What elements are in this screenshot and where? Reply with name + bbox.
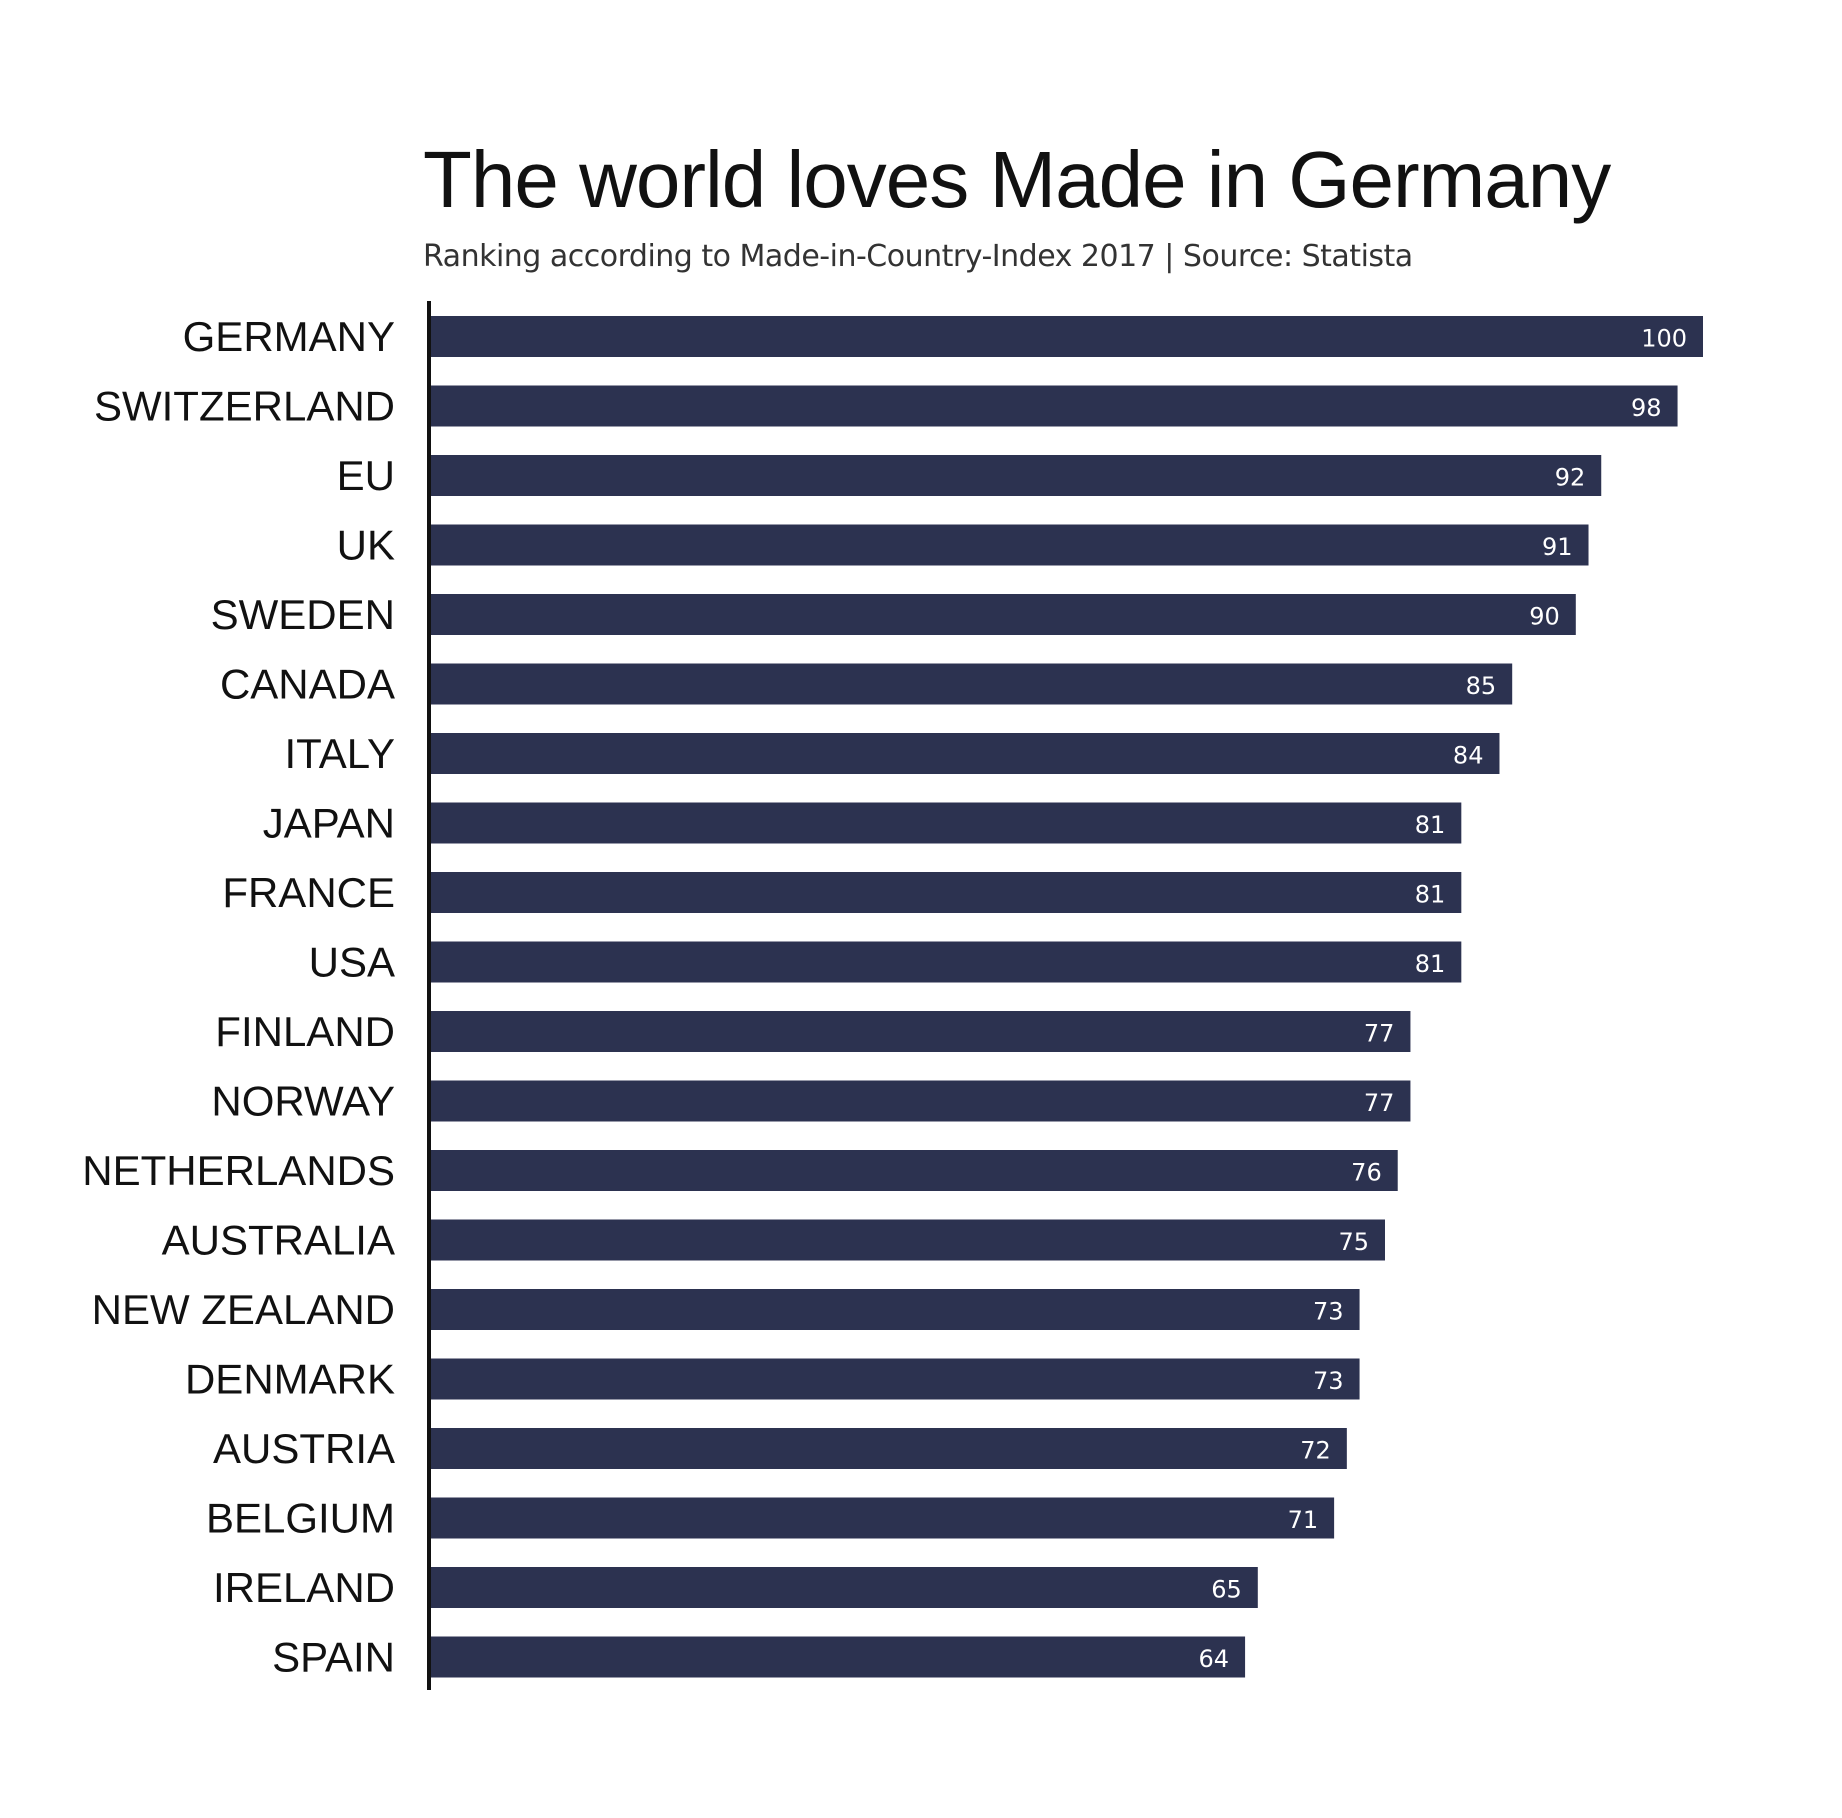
bar-denmark xyxy=(431,1358,1360,1400)
bar-eu xyxy=(431,455,1602,496)
chart-title: The world loves Made in Germany xyxy=(423,135,1611,224)
category-labels-group: GERMANY SWITZERLAND EU UK SWEDEN CANADA ITALY J… xyxy=(82,313,395,1681)
value-label-ireland: 65 xyxy=(1211,1576,1242,1604)
bar-germany xyxy=(431,316,1703,357)
bar-netherlands xyxy=(431,1150,1398,1191)
value-label-uk: 91 xyxy=(1542,533,1573,561)
bar-austria xyxy=(431,1428,1347,1469)
bars-group xyxy=(431,316,1703,1678)
value-label-canada: 85 xyxy=(1466,672,1497,700)
category-label-ireland: IRELAND xyxy=(213,1564,395,1611)
value-label-spain: 64 xyxy=(1199,1645,1230,1673)
value-label-austria: 72 xyxy=(1300,1437,1331,1465)
value-label-france: 81 xyxy=(1415,881,1446,909)
bar-usa xyxy=(431,941,1462,983)
category-label-japan: JAPAN xyxy=(263,800,395,847)
value-label-italy: 84 xyxy=(1453,742,1484,770)
value-label-norway: 77 xyxy=(1364,1089,1395,1117)
bar-ireland xyxy=(431,1567,1258,1608)
category-label-germany: GERMANY xyxy=(183,313,395,360)
value-label-denmark: 73 xyxy=(1313,1367,1344,1395)
category-label-denmark: DENMARK xyxy=(185,1356,395,1403)
bar-spain xyxy=(431,1636,1246,1678)
category-label-finland: FINLAND xyxy=(215,1008,395,1055)
value-label-usa: 81 xyxy=(1415,950,1446,978)
value-label-netherlands: 76 xyxy=(1351,1159,1382,1187)
category-label-usa: USA xyxy=(309,939,395,986)
bar-sweden xyxy=(431,594,1576,635)
value-label-belgium: 71 xyxy=(1288,1506,1319,1534)
value-label-australia: 75 xyxy=(1338,1228,1369,1256)
bar-belgium xyxy=(431,1497,1335,1539)
category-label-eu: EU xyxy=(337,452,395,499)
category-label-austria: AUSTRIA xyxy=(213,1425,395,1472)
category-label-australia: AUSTRALIA xyxy=(162,1217,395,1264)
chart-subtitle: Ranking according to Made-in-Country-Ind… xyxy=(423,239,1413,274)
bar-norway xyxy=(431,1080,1411,1122)
category-label-switzerland: SWITZERLAND xyxy=(94,383,395,430)
category-label-norway: NORWAY xyxy=(211,1078,395,1125)
bar-new-zealand xyxy=(431,1289,1360,1330)
value-label-new-zealand: 73 xyxy=(1313,1298,1344,1326)
bar-finland xyxy=(431,1011,1411,1052)
bar-uk xyxy=(431,524,1589,566)
value-label-eu: 92 xyxy=(1555,464,1586,492)
bar-canada xyxy=(431,663,1513,705)
category-label-netherlands: NETHERLANDS xyxy=(82,1147,395,1194)
category-label-new-zealand: NEW ZEALAND xyxy=(92,1286,395,1333)
value-label-germany: 100 xyxy=(1641,325,1687,353)
category-label-uk: UK xyxy=(337,522,395,569)
bar-australia xyxy=(431,1219,1385,1261)
category-label-belgium: BELGIUM xyxy=(206,1495,395,1542)
bar-italy xyxy=(431,733,1500,774)
value-label-sweden: 90 xyxy=(1529,603,1560,631)
category-label-spain: SPAIN xyxy=(272,1634,395,1681)
category-label-italy: ITALY xyxy=(285,730,395,777)
value-labels-group: 100 98 92 91 90 85 84 81 81 81 77 77 76 75 73 73 72 71 65 6… xyxy=(1199,325,1687,1674)
value-label-finland: 77 xyxy=(1364,1020,1395,1048)
bar-france xyxy=(431,872,1462,913)
category-label-canada: CANADA xyxy=(220,661,395,708)
category-label-france: FRANCE xyxy=(222,869,395,916)
bar-switzerland xyxy=(431,385,1678,427)
category-label-sweden: SWEDEN xyxy=(211,591,395,638)
value-label-switzerland: 98 xyxy=(1631,394,1662,422)
value-label-japan: 81 xyxy=(1415,811,1446,839)
bar-japan xyxy=(431,802,1462,844)
